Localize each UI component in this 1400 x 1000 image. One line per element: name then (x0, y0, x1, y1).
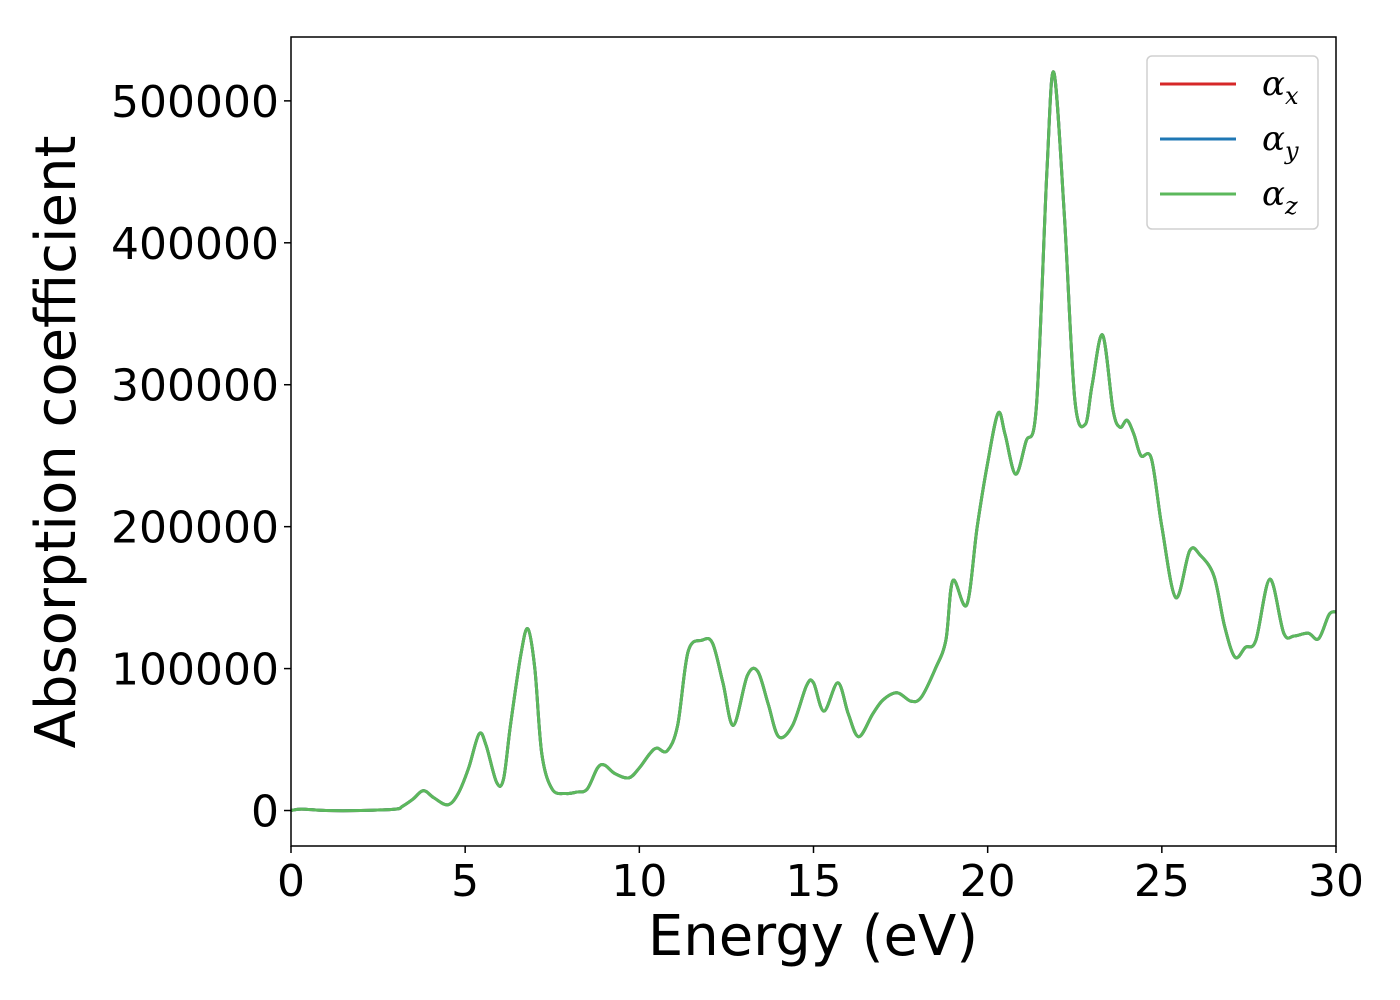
x-tick-label: 25 (1134, 856, 1190, 907)
y-tick-label: 500000 (111, 77, 279, 128)
y-tick-label: 100000 (111, 645, 279, 696)
x-axis: 0 5 10 15 20 25 30 (277, 846, 1364, 907)
x-tick-label: 30 (1308, 856, 1364, 907)
x-tick-label: 15 (786, 856, 842, 907)
series-layer (291, 70, 1336, 813)
x-axis-label: Energy (eV) (648, 904, 978, 969)
legend-box (1146, 55, 1319, 230)
x-tick-label: 20 (960, 856, 1016, 907)
x-tick-label: 0 (277, 856, 305, 907)
y-tick-label: 0 (251, 787, 279, 838)
y-axis-label: Absorption coefficient (24, 136, 89, 749)
y-tick-label: 400000 (111, 219, 279, 270)
series-line-z (291, 70, 1336, 813)
y-tick-label: 300000 (111, 361, 279, 412)
y-axis: 0 100000 200000 300000 400000 500000 (111, 77, 291, 838)
y-tick-label: 200000 (111, 503, 279, 554)
x-tick-label: 5 (451, 856, 479, 907)
x-tick-label: 10 (611, 856, 667, 907)
